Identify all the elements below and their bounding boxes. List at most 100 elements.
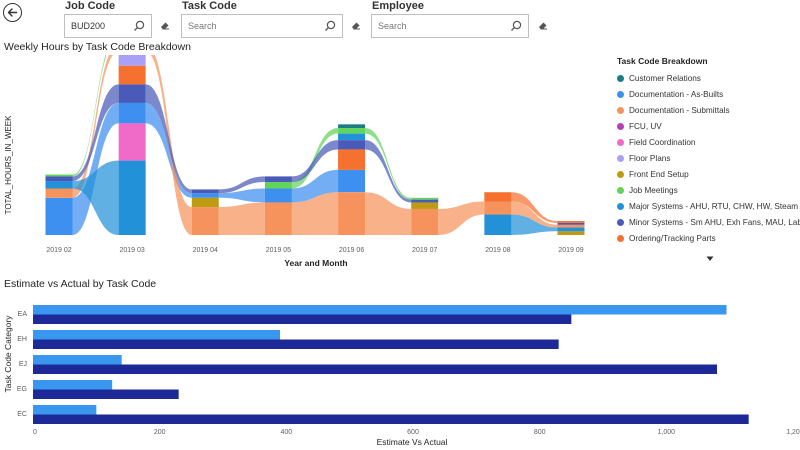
x-tick-label: 2019 09 xyxy=(558,247,583,254)
eraser-icon[interactable] xyxy=(537,19,549,31)
legend-item-documentation-submittals[interactable]: Documentation - Submittals xyxy=(617,102,800,118)
column-segment-documentation-as-builts[interactable] xyxy=(264,188,292,203)
legend-item-front-end-setup[interactable]: Front End Setup xyxy=(617,166,800,182)
x-tick-label: 600 xyxy=(407,429,419,436)
bar-estimate-eg[interactable] xyxy=(33,380,113,390)
legend-item-ordering-tracking-parts[interactable]: Ordering/Tracking Parts xyxy=(617,230,800,246)
ribbon-documentation-submittals[interactable] xyxy=(511,201,558,228)
job-code-input[interactable] xyxy=(65,20,132,32)
ribbon-minor-systems-sm-ahu-exh-fans-mau-labs[interactable] xyxy=(145,84,192,194)
column-segment-documentation-submittals[interactable] xyxy=(338,192,366,235)
column-segment-job-meetings[interactable] xyxy=(338,128,366,134)
ribbon-major-systems-ahu-rtu-chw-hw-steam[interactable] xyxy=(511,214,558,235)
column-segment-ordering-tracking-parts[interactable] xyxy=(338,149,366,170)
estimate-actual-bar-chart[interactable]: EA EH EJ EG EC 0 200 400 600 800 1,000 1,20 Estima… xyxy=(0,292,800,450)
ribbon-minor-systems-sm-ahu-exh-fans-mau-labs[interactable] xyxy=(218,176,265,194)
column-segment-documentation-as-builts[interactable] xyxy=(338,169,366,193)
ribbon-job-meetings[interactable] xyxy=(72,55,119,177)
ribbon-documentation-submittals[interactable] xyxy=(218,202,265,235)
task-code-slicer[interactable] xyxy=(181,14,343,38)
column-segment-floor-plans[interactable] xyxy=(118,55,146,66)
ribbon-documentation-submittals[interactable] xyxy=(146,55,192,235)
eraser-icon[interactable] xyxy=(159,19,171,31)
ribbon-minor-systems-sm-ahu-exh-fans-mau-labs[interactable] xyxy=(365,140,412,203)
column-segment-documentation-submittals[interactable] xyxy=(264,202,292,235)
column-segment-documentation-submittals[interactable] xyxy=(484,201,512,215)
job-code-slicer[interactable] xyxy=(64,14,152,38)
legend-item-floor-plans[interactable]: Floor Plans xyxy=(617,150,800,166)
legend-item-minor-systems-sm-ahu-exh-fans-mau-labs[interactable]: Minor Systems - Sm AHU, Exh Fans, MAU, L… xyxy=(617,214,800,230)
weekly-hours-ribbon-chart[interactable]: 2019 02 2019 03 2019 04 2019 05 2019 06 2019 … xyxy=(0,55,600,270)
ribbon-documentation-submittals[interactable] xyxy=(438,201,485,235)
column-segment-major-systems-ahu-rtu-chw-hw-steam[interactable] xyxy=(338,133,366,141)
bar-actual-ea[interactable] xyxy=(33,314,572,325)
column-segment-major-systems-ahu-rtu-chw-hw-steam[interactable] xyxy=(118,160,146,235)
column-segment-major-systems-ahu-rtu-chw-hw-steam[interactable] xyxy=(484,214,512,235)
bar-actual-ej[interactable] xyxy=(33,364,717,375)
column-segment-job-meetings[interactable] xyxy=(45,174,73,177)
y-tick-label: EA xyxy=(18,311,28,318)
column-segment-ordering-tracking-parts[interactable] xyxy=(557,221,585,223)
column-segment-front-end-setup[interactable] xyxy=(191,197,219,208)
column-segment-documentation-submittals[interactable] xyxy=(45,188,73,198)
column-segment-documentation-submittals[interactable] xyxy=(191,207,219,235)
column-segment-minor-systems-sm-ahu-exh-fans-mau-labs[interactable] xyxy=(557,222,585,225)
column-segment-major-systems-ahu-rtu-chw-hw-steam[interactable] xyxy=(45,181,73,189)
column-segment-minor-systems-sm-ahu-exh-fans-mau-labs[interactable] xyxy=(118,84,146,103)
employee-slicer[interactable] xyxy=(371,14,529,38)
column-segment-documentation-submittals[interactable] xyxy=(411,208,439,235)
employee-search-input[interactable] xyxy=(372,20,509,32)
column-segment-documentation-submittals[interactable] xyxy=(557,224,585,228)
ribbon-documentation-as-builts[interactable] xyxy=(218,188,265,203)
ribbon-job-meetings[interactable] xyxy=(365,128,412,200)
column-segment-documentation-as-builts[interactable] xyxy=(118,102,146,124)
ribbon-documentation-submittals[interactable] xyxy=(365,192,412,235)
ribbon-minor-systems-sm-ahu-exh-fans-mau-labs[interactable] xyxy=(291,140,339,182)
bar-estimate-eh[interactable] xyxy=(33,330,280,340)
ribbon-documentation-submittals[interactable] xyxy=(291,192,339,235)
ribbon-ordering-tracking-parts[interactable] xyxy=(511,192,558,223)
legend-item-customer-relations[interactable]: Customer Relations xyxy=(617,70,800,86)
eraser-icon[interactable] xyxy=(350,19,362,31)
column-segment-ordering-tracking-parts[interactable] xyxy=(484,192,512,202)
ribbon-minor-systems-sm-ahu-exh-fans-mau-labs[interactable] xyxy=(72,84,119,182)
column-segment-customer-relations[interactable] xyxy=(338,124,366,129)
column-segment-ordering-tracking-parts[interactable] xyxy=(118,65,146,85)
legend-title: Task Code Breakdown xyxy=(617,56,708,66)
bar-actual-eh[interactable] xyxy=(33,339,559,350)
column-segment-job-meetings[interactable] xyxy=(264,181,292,189)
bar-estimate-ej[interactable] xyxy=(33,355,122,365)
ribbon-job-meetings[interactable] xyxy=(291,128,339,189)
column-segment-job-meetings[interactable] xyxy=(411,197,439,200)
legend-item-fcu-uv[interactable]: FCU, UV xyxy=(617,118,800,134)
column-segment-documentation-as-builts[interactable] xyxy=(45,197,73,235)
x-tick-label: 2019 02 xyxy=(46,247,71,254)
column-segment-minor-systems-sm-ahu-exh-fans-mau-labs[interactable] xyxy=(45,176,73,182)
column-segment-minor-systems-sm-ahu-exh-fans-mau-labs[interactable] xyxy=(338,140,366,150)
column-segment-front-end-setup[interactable] xyxy=(557,231,585,235)
bar-estimate-ea[interactable] xyxy=(33,305,727,315)
column-segment-minor-systems-sm-ahu-exh-fans-mau-labs[interactable] xyxy=(411,199,439,203)
legend-item-documentation-as-builts[interactable]: Documentation - As-Builts xyxy=(617,86,800,102)
legend-item-job-meetings[interactable]: Job Meetings xyxy=(617,182,800,198)
legend-item-field-coordination[interactable]: Field Coordination xyxy=(617,134,800,150)
column-segment-field-coordination[interactable] xyxy=(118,123,146,161)
column-segment-documentation-as-builts[interactable] xyxy=(191,193,219,198)
column-segment-minor-systems-sm-ahu-exh-fans-mau-labs[interactable] xyxy=(191,189,219,194)
bar-estimate-ec[interactable] xyxy=(33,405,97,415)
ribbon-major-systems-ahu-rtu-chw-hw-steam[interactable] xyxy=(72,160,119,235)
ribbon-documentation-as-builts[interactable] xyxy=(291,169,339,203)
column-segment-major-systems-ahu-rtu-chw-hw-steam[interactable] xyxy=(557,227,585,232)
column-segment-front-end-setup[interactable] xyxy=(411,202,439,209)
ribbon-documentation-as-builts[interactable] xyxy=(72,102,119,235)
legend-scroll-down-icon[interactable] xyxy=(706,256,714,262)
bar-actual-ec[interactable] xyxy=(33,414,749,425)
ribbon-documentation-as-builts[interactable] xyxy=(145,102,192,198)
column-segment-minor-systems-sm-ahu-exh-fans-mau-labs[interactable] xyxy=(264,176,292,182)
task-code-label: Task Code xyxy=(182,0,237,12)
legend-item-label: Field Coordination xyxy=(629,137,696,147)
back-button[interactable] xyxy=(3,3,22,22)
legend-item-major-systems-ahu-rtu-chw-hw-steam[interactable]: Major Systems - AHU, RTU, CHW, HW, Steam xyxy=(617,198,800,214)
task-code-search-input[interactable] xyxy=(182,20,323,32)
bar-actual-eg[interactable] xyxy=(33,389,179,400)
